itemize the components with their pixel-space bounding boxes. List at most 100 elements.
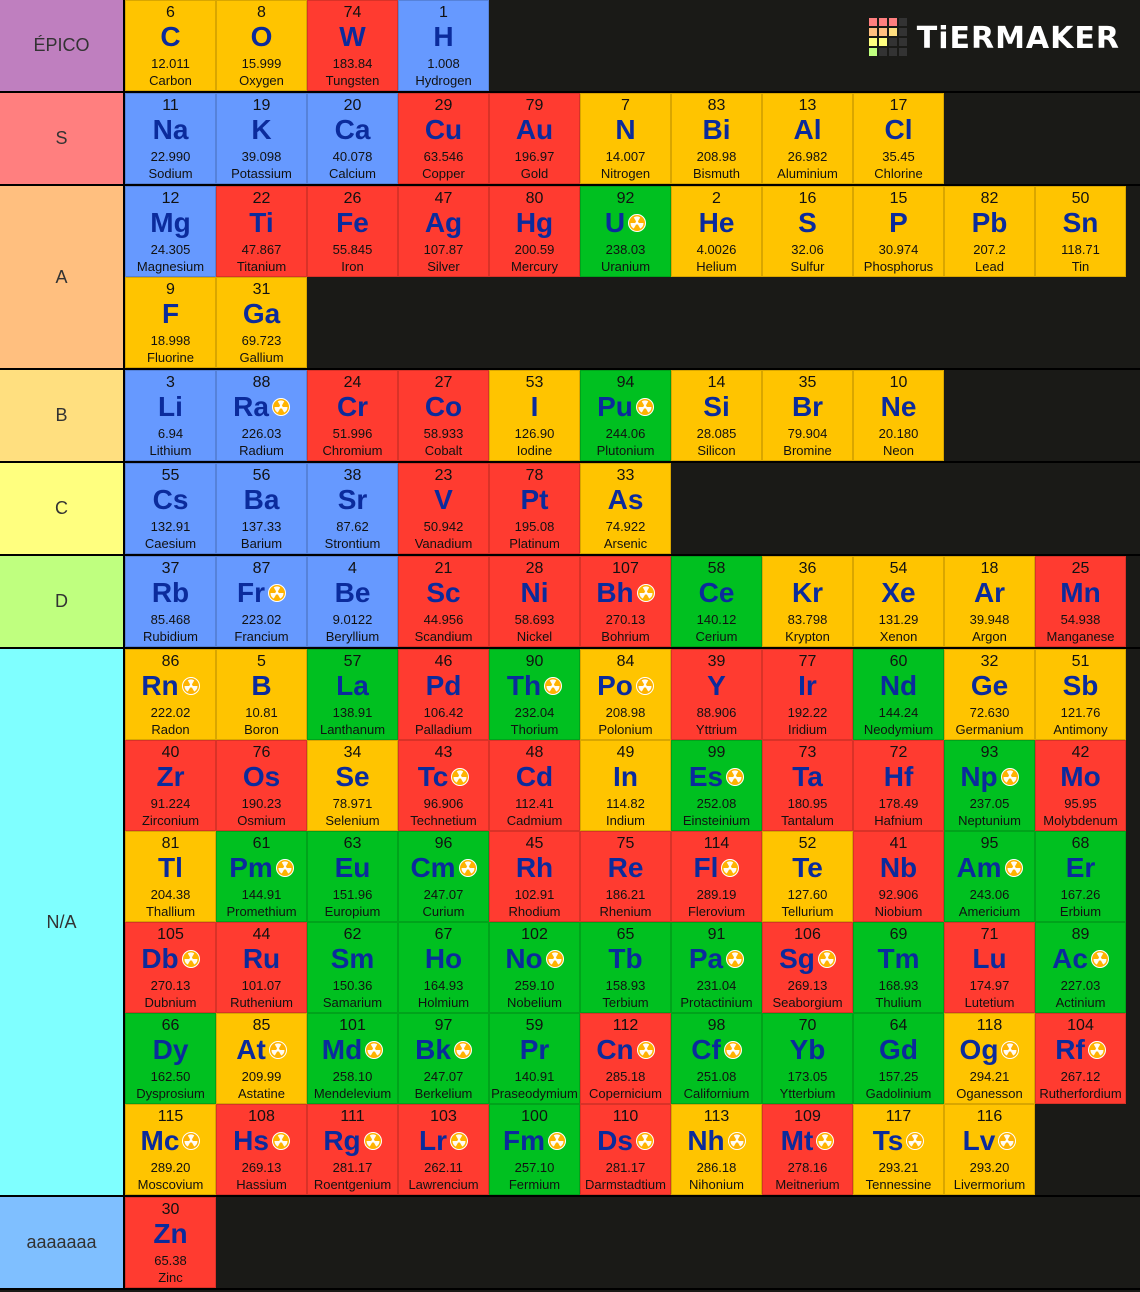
element-card: 36 Kr 83.798 Krypton xyxy=(762,556,853,647)
atomic-number: 11 xyxy=(162,97,179,114)
element-symbol: Pu xyxy=(597,391,633,422)
element-name: Germanium xyxy=(955,722,1024,737)
element-name: Copernicium xyxy=(589,1086,662,1101)
element-symbol: Sc xyxy=(426,577,461,608)
element-card: 27 Co 58.933 Cobalt xyxy=(398,370,489,461)
element-name: Helium xyxy=(696,259,737,274)
atomic-mass: 32.06 xyxy=(791,242,824,257)
element-name: Actinium xyxy=(1055,995,1106,1010)
element-card: 74 W 183.84 Tungsten xyxy=(307,0,398,91)
element-symbol: Se xyxy=(335,761,370,792)
radioactive-icon xyxy=(363,1132,382,1150)
element-symbol: Ds xyxy=(597,1125,633,1156)
element-name: Nobelium xyxy=(507,995,562,1010)
atomic-number: 42 xyxy=(1071,744,1090,761)
element-name: Yttrium xyxy=(695,722,738,737)
radioactive-icon xyxy=(458,859,477,877)
element-card: 65 Tb 158.93 Terbium xyxy=(580,922,671,1013)
element-symbol: Ru xyxy=(242,943,281,974)
symbol-row: Sr xyxy=(338,485,368,515)
symbol-row: B xyxy=(251,671,271,701)
element-name: Tantalum xyxy=(781,813,834,828)
element-name: Lutetium xyxy=(964,995,1015,1010)
element-symbol: Fl xyxy=(693,852,719,883)
symbol-row: Yb xyxy=(790,1035,826,1065)
atomic-number: 39 xyxy=(707,653,726,670)
element-card: 7 N 14.007 Nitrogen xyxy=(580,93,671,184)
atomic-mass: 50.942 xyxy=(423,519,464,534)
atomic-mass: 107.87 xyxy=(423,242,464,257)
atomic-mass: 121.76 xyxy=(1060,705,1101,720)
element-symbol: Ti xyxy=(249,207,274,238)
element-symbol: Cd xyxy=(515,761,554,792)
element-symbol: Ta xyxy=(792,761,823,792)
atomic-mass: 101.07 xyxy=(241,978,282,993)
element-card: 115 Mc 289.20 Moscovium xyxy=(125,1104,216,1195)
element-card: 89 Ac 227.03 Actinium xyxy=(1035,922,1126,1013)
atomic-number: 34 xyxy=(343,744,362,761)
atomic-number: 14 xyxy=(707,374,726,391)
symbol-row: Db xyxy=(141,944,200,974)
element-name: Moscovium xyxy=(137,1177,204,1192)
symbol-row: Al xyxy=(794,115,822,145)
symbol-row: Te xyxy=(792,853,823,883)
element-card: 113 Nh 286.18 Nihonium xyxy=(671,1104,762,1195)
element-name: Calcium xyxy=(329,166,376,181)
atomic-number: 33 xyxy=(616,467,635,484)
atomic-number: 109 xyxy=(794,1108,821,1125)
atomic-mass: 251.08 xyxy=(696,1069,737,1084)
tier-items: 11 Na 22.990 Sodium 19 K 39.098 Potassium 20 Ca 40… xyxy=(125,93,1140,184)
element-symbol: As xyxy=(607,484,644,515)
atomic-number: 92 xyxy=(616,190,635,207)
element-symbol: He xyxy=(698,207,735,238)
symbol-row: Sc xyxy=(426,578,460,608)
element-symbol: Md xyxy=(321,1034,363,1065)
element-symbol: Cm xyxy=(410,852,456,883)
element-name: Europium xyxy=(324,904,381,919)
element-card: 66 Dy 162.50 Dysprosium xyxy=(125,1013,216,1104)
element-name: Gallium xyxy=(239,350,284,365)
element-card: 25 Mn 54.938 Manganese xyxy=(1035,556,1126,647)
element-symbol: Pd xyxy=(425,670,462,701)
symbol-row: P xyxy=(889,208,908,238)
radioactive-icon xyxy=(636,1041,655,1059)
element-name: Samarium xyxy=(322,995,383,1010)
atomic-number: 76 xyxy=(252,744,271,761)
atomic-mass: 15.999 xyxy=(241,56,282,71)
element-card: 35 Br 79.904 Bromine xyxy=(762,370,853,461)
element-name: Holmium xyxy=(417,995,470,1010)
element-card: 77 Ir 192.22 Iridium xyxy=(762,649,853,740)
element-symbol: Sb xyxy=(1062,670,1099,701)
atomic-mass: 247.07 xyxy=(423,1069,464,1084)
symbol-row: Eu xyxy=(335,853,371,883)
element-symbol: Sr xyxy=(337,484,368,515)
symbol-row: Hf xyxy=(884,762,914,792)
atomic-mass: 286.18 xyxy=(696,1160,737,1175)
symbol-row: Li xyxy=(158,392,183,422)
element-card: 41 Nb 92.906 Niobium xyxy=(853,831,944,922)
element-card: 114 Fl 289.19 Flerovium xyxy=(671,831,762,922)
atomic-number: 50 xyxy=(1071,190,1090,207)
element-symbol: Mo xyxy=(1060,761,1101,792)
element-symbol: Es xyxy=(688,761,724,792)
atomic-number: 38 xyxy=(343,467,362,484)
symbol-row: Pr xyxy=(520,1035,550,1065)
atomic-number: 6 xyxy=(166,4,175,21)
atomic-mass: 35.45 xyxy=(882,149,915,164)
symbol-row: Os xyxy=(243,762,280,792)
element-card: 47 Ag 107.87 Silver xyxy=(398,186,489,277)
symbol-row: Ga xyxy=(243,299,280,329)
atomic-mass: 102.91 xyxy=(514,887,555,902)
element-name: Chlorine xyxy=(874,166,923,181)
element-card: 105 Db 270.13 Dubnium xyxy=(125,922,216,1013)
tier-row: C 55 Cs 132.91 Caesium 56 Ba 137.33 Barium 38 Sr 87… xyxy=(0,463,1140,556)
symbol-row: F xyxy=(162,299,179,329)
symbol-row: Se xyxy=(335,762,369,792)
symbol-row: Tl xyxy=(158,853,183,883)
element-name: Manganese xyxy=(1046,629,1115,644)
element-symbol: Zn xyxy=(153,1218,188,1249)
element-symbol: Mc xyxy=(140,1125,180,1156)
radioactive-icon xyxy=(906,1132,925,1150)
symbol-row: Ar xyxy=(974,578,1005,608)
atomic-mass: 270.13 xyxy=(150,978,191,993)
